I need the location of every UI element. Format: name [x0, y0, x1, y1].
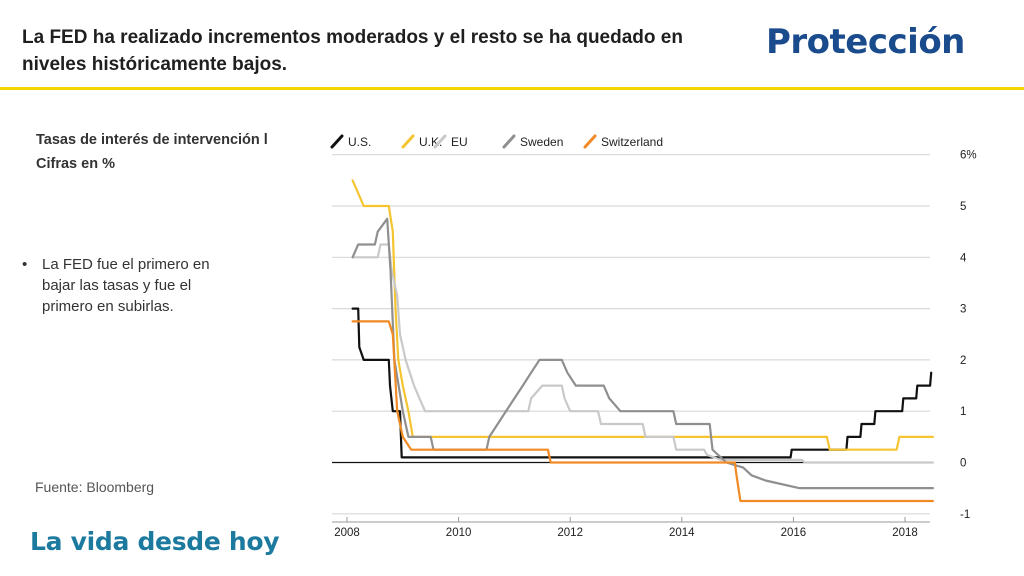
legend-label-eu: EU [451, 135, 468, 149]
legend-swatch-switzerland [583, 134, 597, 149]
header-divider [0, 87, 1024, 90]
bullet-text: La FED fue el primero en bajar las tasas… [42, 256, 210, 315]
x-tick-label: 2018 [892, 527, 918, 539]
chart-heading-line-1: Tasas de interés de intervención l [36, 132, 268, 148]
series-line-u-s- [351, 307, 933, 459]
y-tick-label: 2 [960, 355, 966, 367]
bullet-icon: • [22, 256, 28, 273]
legend-swatch-u-k- [401, 134, 415, 149]
brand-logo: Protección [766, 22, 965, 62]
series-line-sweden [351, 217, 935, 490]
y-tick-label: 6% [960, 150, 977, 162]
y-tick-label: 0 [960, 458, 966, 470]
x-tick-label: 2014 [669, 527, 695, 539]
legend-swatch-u-s- [330, 134, 344, 149]
legend-label-u-s-: U.S. [348, 135, 371, 149]
legend-swatch-eu [433, 134, 447, 149]
bullet-point: • La FED fue el primero en bajar las tas… [22, 254, 232, 317]
y-tick-label: 5 [960, 201, 966, 213]
x-tick-label: 2008 [334, 527, 360, 539]
x-tick-label: 2016 [781, 527, 807, 539]
series-line-eu [351, 243, 935, 464]
slide-title: La FED ha realizado incrementos moderado… [22, 27, 683, 75]
y-tick-label: -1 [960, 509, 970, 521]
y-tick-label: 4 [960, 252, 967, 264]
series-line-u-k- [351, 179, 935, 451]
series-line-switzerland [351, 320, 935, 503]
slogan: La vida desde hoy [30, 527, 280, 556]
legend-label-sweden: Sweden [520, 135, 563, 149]
source-note: Fuente: Bloomberg [35, 479, 155, 495]
y-tick-label: 3 [960, 304, 966, 316]
chart-heading-line-2: Cifras en % [36, 156, 115, 172]
legend-label-switzerland: Switzerland [601, 135, 663, 149]
y-tick-label: 1 [960, 406, 966, 418]
x-tick-label: 2010 [446, 527, 472, 539]
x-tick-label: 2012 [557, 527, 583, 539]
legend-swatch-sweden [502, 134, 516, 149]
chart-heading: Tasas de interés de intervención l Cifra… [36, 128, 306, 176]
